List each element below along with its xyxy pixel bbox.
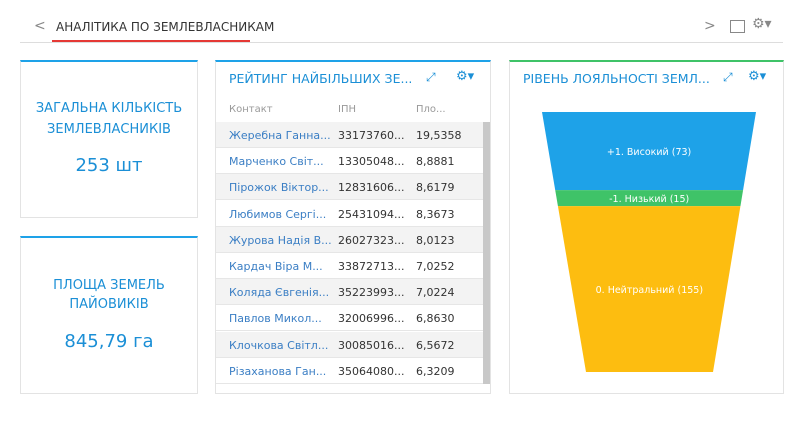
- widget-value: 845,79 га: [64, 331, 154, 352]
- table-cell: 13305048...: [338, 155, 405, 169]
- table-cell: 8,6179: [416, 181, 455, 195]
- widget-value: 253 шт: [75, 155, 143, 176]
- widget-card: ЗАГАЛЬНА КІЛЬКІСТЬ ЗЕМЛЕВЛАСНИКІВ 253 шт: [20, 60, 198, 218]
- table-row[interactable]: Пірожок Віктор... 12831606... 8,6179: [216, 174, 483, 201]
- folder-button[interactable]: [730, 20, 745, 33]
- table-cell: Марченко Світ...: [229, 155, 324, 169]
- table-cell: Жеребна Ганна...: [229, 129, 331, 142]
- table-row[interactable]: Кардач Віра М... 33872713... 7,0252: [216, 253, 483, 279]
- table-row[interactable]: Любимов Сергі... 25431094... 8,3673: [216, 200, 483, 227]
- table-cell: Пірожок Віктор...: [229, 181, 329, 195]
- column-header: Пло...: [416, 104, 446, 115]
- table-cell: 26027323...: [338, 233, 405, 247]
- scrollbar[interactable]: [483, 122, 490, 384]
- widget-card: ПЛОЩА ЗЕМЕЛЬ ПАЙОВИКІВ 845,79 га: [20, 236, 198, 394]
- funnel-segment: [542, 112, 756, 191]
- table-cell: Різаханова Ган...: [229, 364, 327, 378]
- table-cell: 6,8630: [416, 312, 455, 326]
- table-header: Контакт ІПН Пло...: [216, 97, 483, 123]
- table-cell: 8,8881: [416, 155, 455, 169]
- segment-label: -1. Низький (15): [609, 194, 689, 205]
- widget-title: ПАЙОВИКІВ: [69, 297, 149, 312]
- title-underline: [52, 40, 250, 42]
- widget-title: ЗАГАЛЬНА КІЛЬКІСТЬ: [35, 101, 183, 116]
- column-header: ІПН: [338, 104, 356, 115]
- settings-button[interactable]: ⚙▾: [748, 69, 767, 84]
- table-cell: 8,3673: [416, 207, 455, 221]
- divider: [20, 42, 783, 43]
- chart-card: РІВЕНЬ ЛОЯЛЬНОСТІ ЗЕМЛ... ⤢ ⚙▾ +1. Висок…: [509, 60, 784, 394]
- widget-title: ЗЕМЛЕВЛАСНИКІВ: [47, 122, 171, 137]
- card-title: РЕЙТИНГ НАЙБІЛЬШИХ ЗЕ...: [229, 71, 413, 86]
- table-cell: 7,0224: [416, 286, 455, 300]
- expand-button[interactable]: ⤢: [723, 70, 733, 84]
- table-cell: 33872713...: [338, 260, 405, 273]
- table-cell: 32006996...: [338, 312, 405, 326]
- table-cell: 6,3209: [416, 364, 455, 378]
- page-title: АНАЛІТИКА ПО ЗЕМЛЕВЛАСНИКАМ: [56, 20, 275, 34]
- table-cell: 25431094...: [338, 207, 405, 221]
- segment-label: +1. Високий (73): [607, 147, 691, 158]
- table-row[interactable]: Різаханова Ган... 35064080... 6,3209: [216, 357, 483, 384]
- table-row[interactable]: Жеребна Ганна... 33173760... 19,5358: [216, 122, 483, 148]
- table-cell: 33173760...: [338, 129, 405, 142]
- settings-button[interactable]: ⚙▾: [752, 16, 772, 32]
- card-title: РІВЕНЬ ЛОЯЛЬНОСТІ ЗЕМЛ...: [523, 71, 710, 86]
- table-cell: Любимов Сергі...: [229, 207, 327, 221]
- funnel-segment: [555, 190, 744, 207]
- forward-button[interactable]: >: [704, 18, 716, 34]
- table-cell: Журова Надія В...: [229, 233, 332, 247]
- table-cell: 12831606...: [338, 181, 405, 195]
- table-card: РЕЙТИНГ НАЙБІЛЬШИХ ЗЕ... ⤢ ⚙▾ Контакт ІПН…: [215, 60, 491, 394]
- table-cell: 8,0123: [416, 233, 455, 247]
- table-cell: 30085016...: [338, 338, 405, 352]
- expand-button[interactable]: ⤢: [426, 70, 436, 84]
- column-header: Контакт: [229, 104, 273, 115]
- table-row[interactable]: Клочкова Світл... 30085016... 6,5672: [216, 331, 483, 358]
- table-cell: Клочкова Світл...: [229, 338, 329, 352]
- table-cell: Коляда Євгенія...: [229, 286, 330, 300]
- back-button[interactable]: <: [34, 18, 46, 34]
- funnel-chart: +1. Високий (73) -1. Низький (15) 0. Нейтр…: [542, 112, 756, 372]
- segment-label: 0. Нейтральний (155): [596, 285, 703, 296]
- table-row[interactable]: Марченко Світ... 13305048... 8,8881: [216, 148, 483, 175]
- table-cell: Кардач Віра М...: [229, 260, 323, 273]
- table-cell: Павлов Микол...: [229, 312, 322, 326]
- table-row[interactable]: Коляда Євгенія... 35223993... 7,0224: [216, 279, 483, 306]
- table-cell: 7,0252: [416, 260, 455, 273]
- table-cell: 35064080...: [338, 364, 405, 378]
- widget-title: ПЛОЩА ЗЕМЕЛЬ: [53, 278, 165, 293]
- funnel-segment: [557, 206, 741, 372]
- table-row[interactable]: Журова Надія В... 26027323... 8,0123: [216, 226, 483, 253]
- table-cell: 19,5358: [416, 129, 462, 142]
- table-cell: 6,5672: [416, 338, 455, 352]
- table-cell: 35223993...: [338, 286, 405, 300]
- settings-button[interactable]: ⚙▾: [456, 69, 475, 84]
- table-row[interactable]: Павлов Микол... 32006996... 6,8630: [216, 305, 483, 332]
